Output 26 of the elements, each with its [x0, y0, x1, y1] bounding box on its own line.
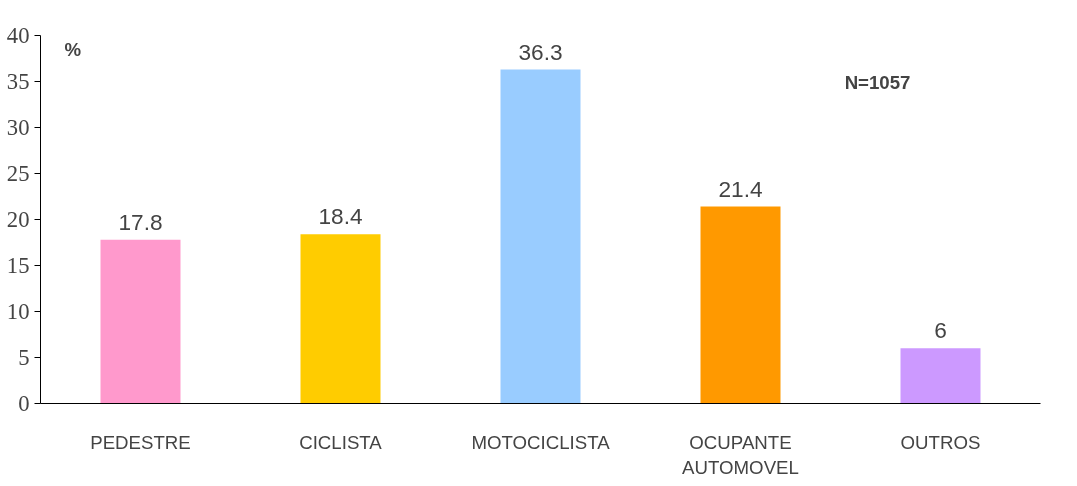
bar [300, 234, 381, 404]
data-label: 6 [934, 317, 947, 344]
x-tick-label: OUTROS [900, 431, 981, 453]
data-label: 36.3 [518, 38, 563, 65]
bar [700, 206, 781, 404]
y-tick-label: 35 [6, 69, 30, 94]
y-tick-label: 30 [6, 115, 30, 140]
y-tick-label: 20 [6, 207, 30, 232]
x-tick-label: MOTOCICLISTA [471, 431, 611, 453]
y-tick-label: 0 [18, 391, 30, 416]
data-label: 21.4 [718, 175, 763, 202]
bar [500, 69, 581, 404]
x-tick-label: PEDESTRE [90, 431, 191, 453]
data-label: 18.4 [318, 203, 363, 230]
x-tick-label: OCUPANTE AUTOMOVEL [682, 431, 799, 478]
annotation: % [64, 39, 82, 61]
y-tick-label: 5 [18, 345, 30, 370]
annotation: N=1057 [844, 72, 911, 94]
x-tick-label: CICLISTA [299, 431, 383, 453]
bar [900, 348, 981, 404]
y-tick-label: 40 [6, 23, 30, 48]
y-tick-label: 15 [6, 253, 30, 278]
data-label: 17.8 [118, 208, 163, 235]
bar [100, 239, 181, 404]
y-tick-label: 10 [6, 299, 30, 324]
y-tick-label: 25 [6, 161, 30, 186]
